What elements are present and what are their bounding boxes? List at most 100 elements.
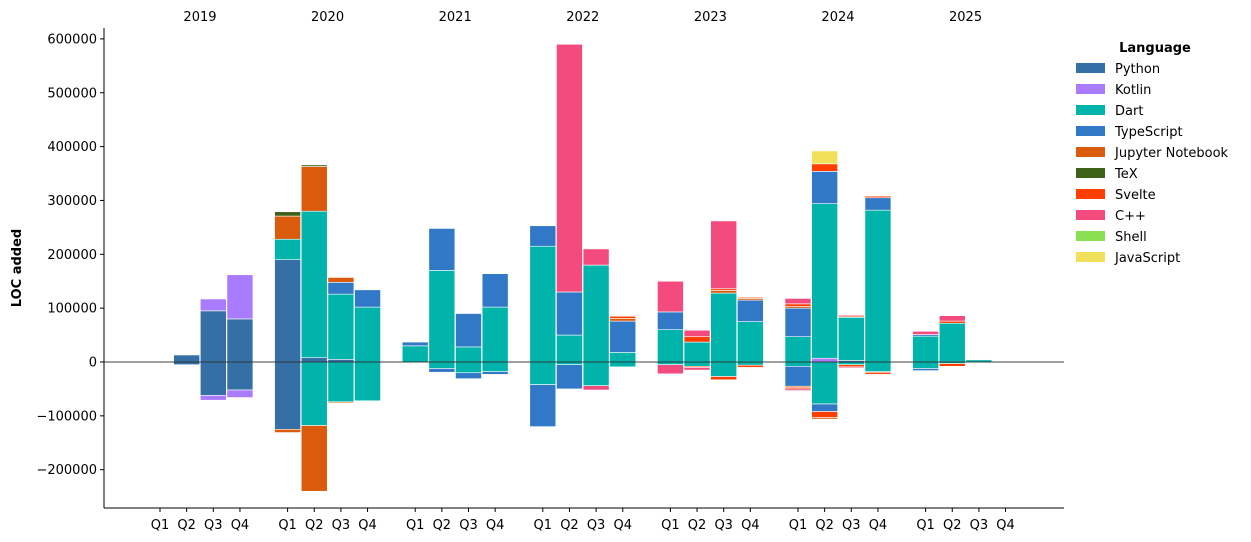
year-label: 2021 — [439, 10, 472, 25]
legend-label: TypeScript — [1114, 125, 1183, 140]
year-labels: 2019 2020 2021 2022 2023 2024 2025 — [183, 10, 982, 25]
quarter-label: Q2 — [177, 518, 196, 533]
bar-segment-typescript — [428, 368, 456, 373]
quarter-label: Q3 — [459, 518, 478, 533]
bar-segment-dart — [609, 352, 637, 363]
bar-segment-dart — [529, 361, 557, 385]
bar-segment-jupyter-notebook — [300, 425, 328, 492]
bar-segment-dart — [481, 306, 509, 363]
bar-segment-dart — [784, 361, 812, 367]
bar-2020-Q4 — [354, 289, 381, 402]
bar-segment-kotlin — [811, 357, 838, 363]
legend-swatch — [1076, 168, 1105, 178]
bar-segment-typescript — [556, 291, 583, 336]
bar-segment-tex — [300, 164, 328, 167]
bar-segment-typescript — [556, 364, 583, 390]
bar-segment-typescript — [737, 299, 764, 322]
bar-segment-python — [173, 361, 200, 365]
bar-segment-python — [226, 318, 254, 363]
bar-segment-svelte — [710, 376, 738, 381]
quarter-label: Q4 — [869, 518, 888, 533]
bar-segment-dart — [300, 210, 328, 358]
bar-segment-dart — [837, 361, 865, 365]
bar-segment-jupyter-notebook — [710, 290, 738, 294]
bar-2024-Q3 — [837, 314, 865, 369]
bar-2025-Q1 — [912, 331, 939, 371]
bar-segment-dart — [354, 306, 381, 363]
bar-segment-javascript — [811, 150, 838, 165]
bar-segment-c- — [837, 314, 865, 317]
bar-segment-typescript — [529, 384, 557, 427]
bar-segment-dart — [327, 361, 355, 403]
bar-segment-dart — [938, 322, 966, 363]
bar-2023-Q3 — [710, 220, 738, 381]
bar-segment-c- — [683, 367, 711, 371]
legend-label: Kotlin — [1115, 83, 1151, 98]
bar-2021-Q4 — [481, 273, 509, 375]
quarter-label: Q2 — [815, 518, 834, 533]
legend-swatch — [1076, 84, 1105, 94]
bar-segment-dart — [737, 321, 764, 363]
bar-segment-dart — [556, 361, 583, 365]
bar-segment-c- — [784, 298, 812, 305]
bar-segment-c- — [582, 385, 610, 391]
bar-segment-dart — [274, 238, 301, 260]
bar-2025-Q2 — [938, 315, 966, 367]
legend-swatch — [1076, 252, 1105, 262]
legend-swatch — [1076, 63, 1105, 73]
bar-segment-dart — [683, 361, 711, 367]
legend-item-tex: TeX — [1076, 167, 1138, 182]
bar-segment-typescript — [529, 225, 557, 247]
bar-segment-dart — [811, 203, 838, 359]
bar-2022-Q3 — [582, 248, 610, 391]
bar-segment-typescript — [455, 372, 482, 379]
quarter-label: Q4 — [231, 518, 250, 533]
legend-item-javascript: JavaScript — [1076, 251, 1180, 266]
bar-segment-typescript — [481, 273, 509, 308]
bar-segment-svelte — [609, 315, 637, 319]
bar-segment-dart — [657, 361, 684, 365]
bar-2019-Q2 — [173, 354, 200, 365]
quarter-label: Q2 — [943, 518, 962, 533]
bar-segment-typescript — [811, 403, 838, 412]
bar-segment-svelte — [938, 320, 966, 324]
bar-segment-python — [226, 361, 254, 391]
legend-swatch — [1076, 105, 1105, 115]
bar-segment-typescript — [609, 320, 637, 353]
quarter-label: Q1 — [278, 518, 297, 533]
bar-2020-Q1 — [274, 211, 301, 433]
bar-2021-Q3 — [455, 313, 482, 379]
bar-segment-dart — [710, 361, 738, 377]
bar-segment-dart — [837, 317, 865, 361]
legend: Language Python Kotlin Dart TypeScript Jupyt… — [1076, 41, 1229, 266]
quarter-label: Q3 — [587, 518, 606, 533]
bar-2023-Q4 — [737, 297, 764, 368]
bar-segment-typescript — [481, 371, 509, 375]
bar-segment-dart — [912, 361, 939, 369]
legend-label: Dart — [1115, 104, 1143, 119]
bar-segment-python — [200, 310, 227, 363]
axes — [103, 28, 1064, 509]
bar-segment-jupyter-notebook — [274, 429, 301, 433]
bar-segment-c- — [710, 220, 738, 290]
bar-segment-kotlin — [226, 274, 254, 320]
bar-segment-svelte — [737, 297, 764, 299]
y-tick-label: 200000 — [47, 248, 97, 263]
bar-segment-c- — [837, 366, 865, 369]
y-tick-label: 500000 — [47, 86, 97, 101]
bar-segment-jupyter-notebook — [811, 417, 838, 420]
legend-label: Jupyter Notebook — [1114, 146, 1229, 161]
bar-segment-c- — [912, 331, 939, 335]
bar-segment-dart — [582, 264, 610, 363]
y-axis-ticks: −200000 −100000 0 100000 200000 300000 400000 5… — [36, 32, 104, 478]
quarter-label: Q1 — [661, 518, 680, 533]
bar-segment-c- — [556, 43, 583, 293]
bar-2019-Q4 — [226, 274, 254, 398]
bar-segment-tex — [274, 211, 301, 217]
bar-segment-python — [200, 361, 227, 396]
bar-segment-dart — [657, 329, 684, 363]
bar-segment-dart — [784, 336, 812, 363]
bar-segment-c- — [784, 388, 812, 391]
quarter-label: Q4 — [613, 518, 632, 533]
bar-segment-c- — [657, 280, 684, 313]
